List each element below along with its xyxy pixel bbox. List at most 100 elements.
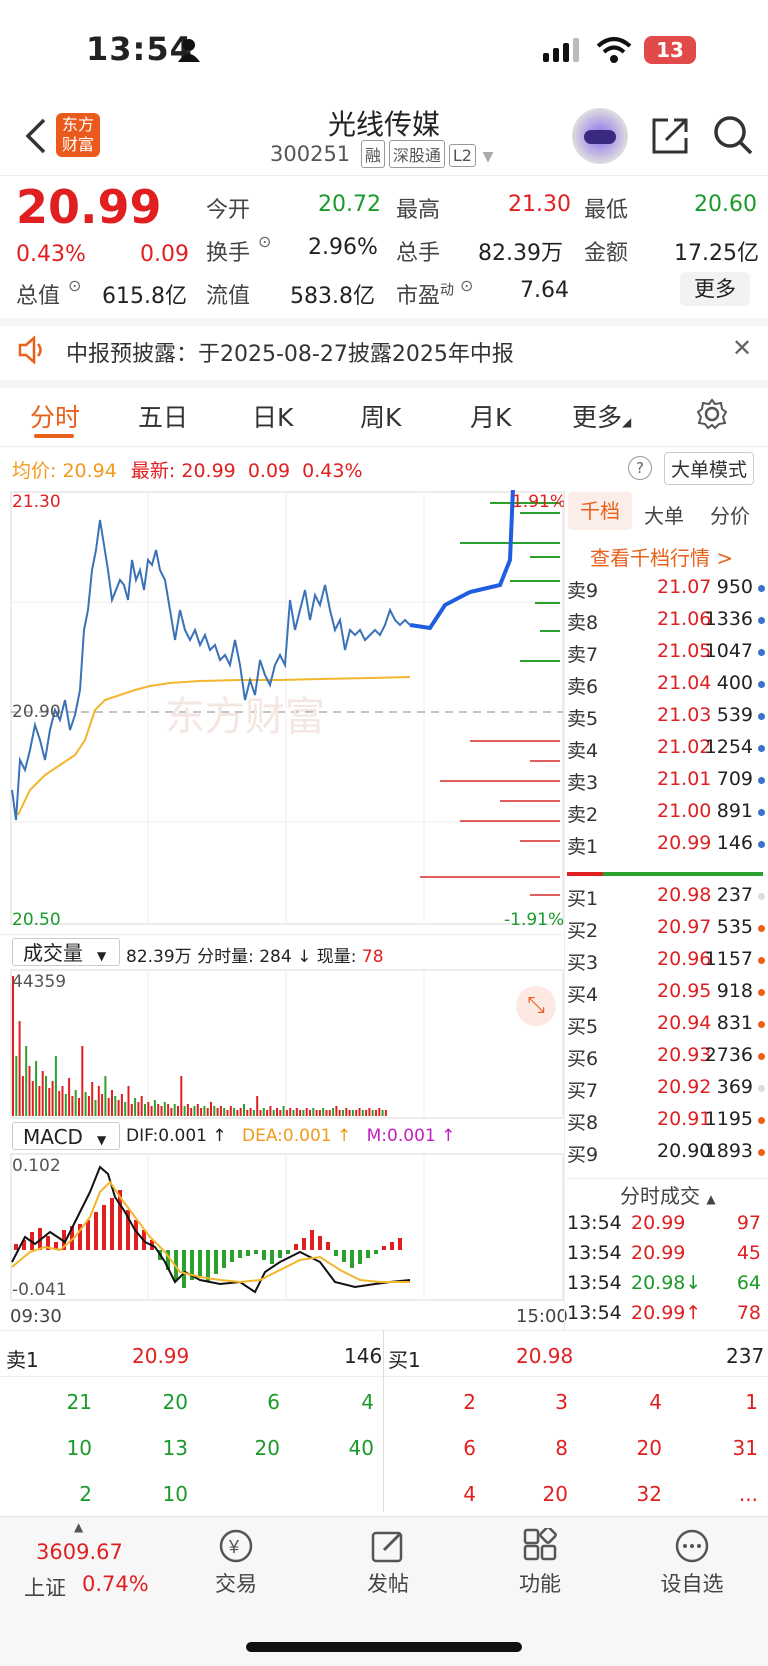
bid-row[interactable]: 买7 20.92 369: [567, 1076, 765, 1106]
volume-bar: [309, 1110, 311, 1116]
tab-monthly-k[interactable]: 月K: [470, 403, 512, 432]
chart-watermark: 东方财富: [165, 695, 325, 739]
info-icon[interactable]: ⊙: [68, 276, 82, 295]
bid-volume: 369: [716, 1076, 753, 1098]
big-order-mode-button[interactable]: 大单模式: [664, 452, 755, 485]
ask-row[interactable]: 卖2 21.00 891: [567, 800, 765, 830]
volume-bar: [196, 1104, 199, 1116]
ask-label: 卖2: [567, 804, 599, 826]
nav-post[interactable]: 发帖: [338, 1524, 438, 1624]
tick-time: 13:54: [567, 1272, 622, 1294]
bid-price: 20.94: [657, 1012, 712, 1034]
assistant-avatar[interactable]: [572, 108, 628, 164]
tab-five-day[interactable]: 五日: [138, 403, 189, 432]
tab-more-label: 更多: [572, 403, 623, 432]
tab-qiandang[interactable]: 千档: [568, 492, 632, 530]
ask-row[interactable]: 卖1 20.99 146: [567, 832, 765, 862]
ask-row[interactable]: 卖5 21.03 539: [567, 704, 765, 734]
volume-bar: [345, 1108, 348, 1116]
ask-row[interactable]: 卖9 21.07 950: [567, 576, 765, 606]
queue-buy-order: ...: [738, 1482, 758, 1506]
ask-volume: 400: [716, 672, 753, 694]
queue-buy-order: 4: [649, 1390, 662, 1414]
volume-bar: [35, 1061, 38, 1116]
nav-add-watchlist-label: 设自选: [660, 1572, 724, 1596]
ask-row[interactable]: 卖7 21.05 1047: [567, 640, 765, 670]
ask-row[interactable]: 卖8 21.06 1336: [567, 608, 765, 638]
chevron-down-icon[interactable]: ▼: [482, 149, 494, 165]
tab-daily-k[interactable]: 日K: [252, 403, 294, 432]
help-icon[interactable]: ?: [628, 456, 652, 480]
more-button[interactable]: 更多: [680, 272, 750, 306]
ask-row[interactable]: 卖3 21.01 709: [567, 768, 765, 798]
ask-row[interactable]: 卖6 21.04 400: [567, 672, 765, 702]
bid-row[interactable]: 买1 20.98 237: [567, 884, 765, 914]
info-icon[interactable]: ⊙: [460, 276, 474, 295]
app-logo[interactable]: 东方财富: [56, 113, 100, 157]
bid-row[interactable]: 买4 20.95 918: [567, 980, 765, 1010]
nav-trade[interactable]: ¥ 交易: [186, 1524, 286, 1624]
bid-row[interactable]: 买3 20.96 1157: [567, 948, 765, 978]
macd-bar: [294, 1244, 298, 1250]
index-value[interactable]: 3609.67: [36, 1540, 123, 1564]
volume-bar: [74, 1090, 77, 1116]
macd-indicator-select[interactable]: MACD ▼: [12, 1122, 120, 1150]
bid-row[interactable]: 买2 20.97 535: [567, 916, 765, 946]
bid-row[interactable]: 买9 20.90 1893: [567, 1140, 765, 1170]
ask-volume: 146: [716, 832, 753, 854]
gear-icon[interactable]: [696, 398, 728, 430]
search-icon[interactable]: [712, 114, 754, 156]
bid-dot-icon: [758, 1021, 765, 1028]
book-spread-bar: [567, 872, 763, 876]
volume-bar: [256, 1096, 259, 1116]
volume-bar: [87, 1096, 90, 1116]
speaker-icon: [18, 335, 42, 365]
volume-bar: [229, 1106, 232, 1116]
notice-text[interactable]: 中报预披露：于2025-08-27披露2025年中报: [66, 342, 514, 367]
macd-bar: [86, 1220, 90, 1250]
share-icon[interactable]: [650, 116, 690, 156]
nav-add-watchlist[interactable]: 设自选: [642, 1524, 742, 1624]
ask-price: 21.06: [657, 608, 712, 630]
tab-more[interactable]: 更多◢: [572, 403, 632, 432]
nav-features[interactable]: 功能: [490, 1524, 590, 1624]
bid-row[interactable]: 买6 20.93 2736: [567, 1044, 765, 1074]
volume-bar: [48, 1088, 51, 1116]
bid-row[interactable]: 买8 20.91 1195: [567, 1108, 765, 1138]
macd-bar: [206, 1250, 210, 1282]
volume-bar: [150, 1106, 153, 1116]
volume-bar: [262, 1108, 265, 1116]
queue-buy-price: 20.98: [516, 1344, 574, 1368]
tab-intraday[interactable]: 分时: [30, 403, 81, 432]
expand-icon[interactable]: ⤡: [516, 986, 556, 1026]
tick-price: 20.99↑: [631, 1302, 702, 1324]
more-dots-icon: [675, 1529, 709, 1563]
volume-bar: [384, 1110, 387, 1116]
chevron-left-icon[interactable]: [24, 118, 48, 154]
volume-bar: [107, 1098, 110, 1116]
tab-big-order[interactable]: 大单: [644, 504, 684, 528]
info-icon[interactable]: ⊙: [258, 232, 272, 251]
bid-dot-icon: [758, 925, 765, 932]
bid-volume: 1157: [704, 948, 753, 970]
volume-indicator-select[interactable]: 成交量 ▼: [12, 938, 120, 966]
tick-row: 13:54 20.99 97: [567, 1212, 765, 1242]
macd-bar: [374, 1250, 378, 1254]
close-icon[interactable]: ✕: [732, 334, 753, 362]
macd-bar: [118, 1190, 122, 1250]
index-name[interactable]: 上证: [24, 1576, 66, 1600]
index-percent[interactable]: 0.74%: [82, 1572, 149, 1596]
ask-row[interactable]: 卖4 21.02 1254: [567, 736, 765, 766]
volume-bar: [239, 1108, 242, 1116]
ticks-title[interactable]: 分时成交 ▲: [620, 1184, 716, 1208]
volume-bar: [282, 1106, 285, 1116]
tab-weekly-k[interactable]: 周K: [360, 403, 402, 432]
volume-bar: [332, 1108, 335, 1116]
intraday-price-chart[interactable]: 东方财富: [0, 490, 566, 930]
bid-row[interactable]: 买5 20.94 831: [567, 1012, 765, 1042]
tick-row: 13:54 20.99 45: [567, 1242, 765, 1272]
view-depth-link[interactable]: 查看千档行情 >: [590, 546, 734, 570]
tab-price-dist[interactable]: 分价: [710, 504, 750, 528]
svg-text:¥: ¥: [228, 1537, 240, 1557]
volume-bar: [312, 1108, 315, 1116]
